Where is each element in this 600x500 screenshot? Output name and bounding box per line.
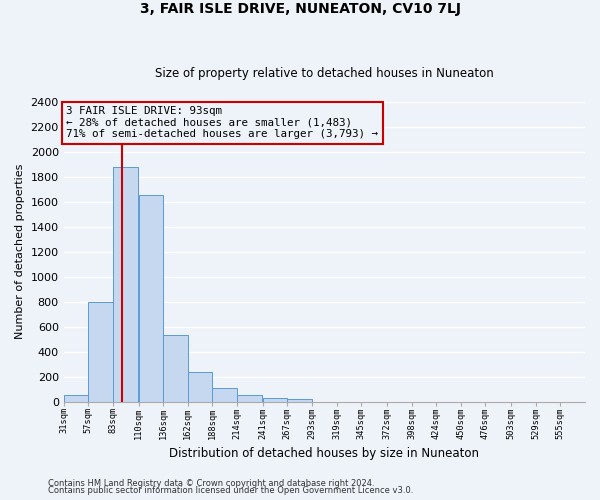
Title: Size of property relative to detached houses in Nuneaton: Size of property relative to detached ho…: [155, 66, 494, 80]
Bar: [163, 336, 188, 402]
Bar: [188, 372, 212, 402]
Text: 3 FAIR ISLE DRIVE: 93sqm
← 28% of detached houses are smaller (1,483)
71% of sem: 3 FAIR ISLE DRIVE: 93sqm ← 28% of detach…: [66, 106, 378, 139]
X-axis label: Distribution of detached houses by size in Nuneaton: Distribution of detached houses by size …: [169, 447, 479, 460]
Y-axis label: Number of detached properties: Number of detached properties: [15, 164, 25, 339]
Bar: [263, 398, 287, 402]
Bar: [237, 394, 262, 402]
Text: Contains HM Land Registry data © Crown copyright and database right 2024.: Contains HM Land Registry data © Crown c…: [48, 478, 374, 488]
Bar: [64, 394, 88, 402]
Bar: [88, 302, 113, 402]
Bar: [113, 166, 137, 402]
Text: 3, FAIR ISLE DRIVE, NUNEATON, CV10 7LJ: 3, FAIR ISLE DRIVE, NUNEATON, CV10 7LJ: [139, 2, 461, 16]
Bar: [139, 196, 163, 402]
Bar: [287, 399, 312, 402]
Text: Contains public sector information licensed under the Open Government Licence v3: Contains public sector information licen…: [48, 486, 413, 495]
Bar: [212, 388, 237, 402]
